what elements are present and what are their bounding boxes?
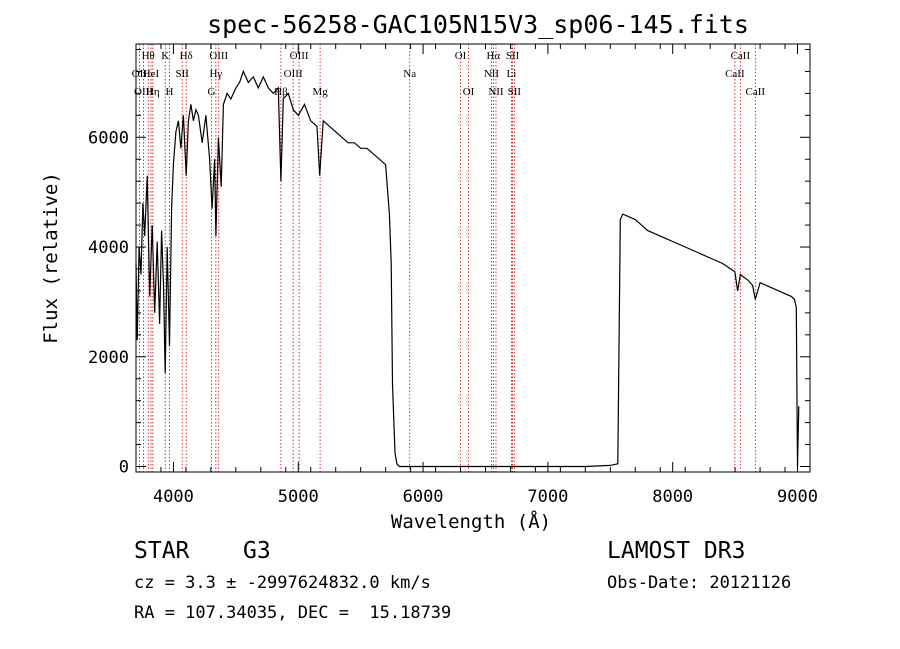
chart-title: spec-56258-GAC105N15V3_sp06-145.fits	[207, 10, 749, 39]
x-tick-label-3: 7000	[527, 487, 568, 507]
line-label-15: Mg	[312, 86, 328, 98]
line-label-17: OI	[455, 50, 467, 62]
x-tick-label-1: 5000	[278, 487, 319, 507]
line-label-22: Li	[507, 68, 517, 80]
line-label-16: Na	[403, 68, 416, 80]
line-label-7: H	[165, 86, 173, 98]
line-label-9: OIII	[209, 50, 228, 62]
y-axis-ticks: 0 2000 4000 6000	[88, 48, 810, 478]
y-tick-label-3: 6000	[88, 128, 129, 148]
line-label-12: OIII	[290, 50, 309, 62]
line-label-5: K	[161, 50, 169, 62]
object-class: STAR	[134, 538, 190, 564]
line-label-2: OIII	[134, 86, 153, 98]
line-label-3: HeI	[143, 68, 160, 80]
sky-coordinates: RA = 107.34035, DEC = 15.18739	[134, 603, 452, 623]
line-label-10: Hγ	[209, 68, 222, 80]
line-label-6: SII	[175, 68, 189, 80]
line-label-23: NII	[488, 86, 504, 98]
line-label-11: G	[208, 86, 216, 98]
y-axis-label: Flux (relative)	[40, 172, 62, 344]
x-tick-label-0: 4000	[153, 487, 194, 507]
y-tick-label-2: 4000	[88, 238, 129, 258]
spectral-line-markers	[138, 44, 756, 472]
line-label-27: CaII	[746, 86, 766, 98]
line-label-4: Hη	[146, 86, 160, 98]
x-tick-label-4: 8000	[652, 487, 693, 507]
spectrum-line	[135, 69, 800, 468]
x-axis-ticks: 4000 5000 6000 7000 8000 9000	[135, 44, 818, 507]
line-label-19: Hα	[486, 50, 500, 62]
line-label-18: OI	[463, 86, 475, 98]
line-label-13: OIII	[284, 68, 303, 80]
plot-frame	[135, 43, 811, 473]
y-tick-label-1: 2000	[88, 348, 129, 368]
line-label-20: SII	[506, 50, 520, 62]
observation-date: Obs-Date: 20121126	[607, 573, 792, 593]
redshift-readout: cz = 3.3 ± -2997624832.0 km/s	[134, 573, 431, 593]
x-axis-label: Wavelength (Å)	[391, 510, 551, 533]
line-label-26: CaII	[725, 68, 745, 80]
line-label-8: Hδ	[180, 50, 193, 62]
line-label-24: SII	[508, 86, 522, 98]
survey-release: LAMOST DR3	[607, 538, 746, 564]
x-tick-label-2: 6000	[403, 487, 444, 507]
x-tick-label-5: 9000	[777, 487, 818, 507]
line-label-25: CaII	[731, 50, 751, 62]
line-label-0: Hθ	[142, 50, 155, 62]
line-label-21: NII	[484, 68, 500, 80]
object-subclass: G3	[243, 538, 271, 564]
y-tick-label-0: 0	[119, 458, 129, 478]
